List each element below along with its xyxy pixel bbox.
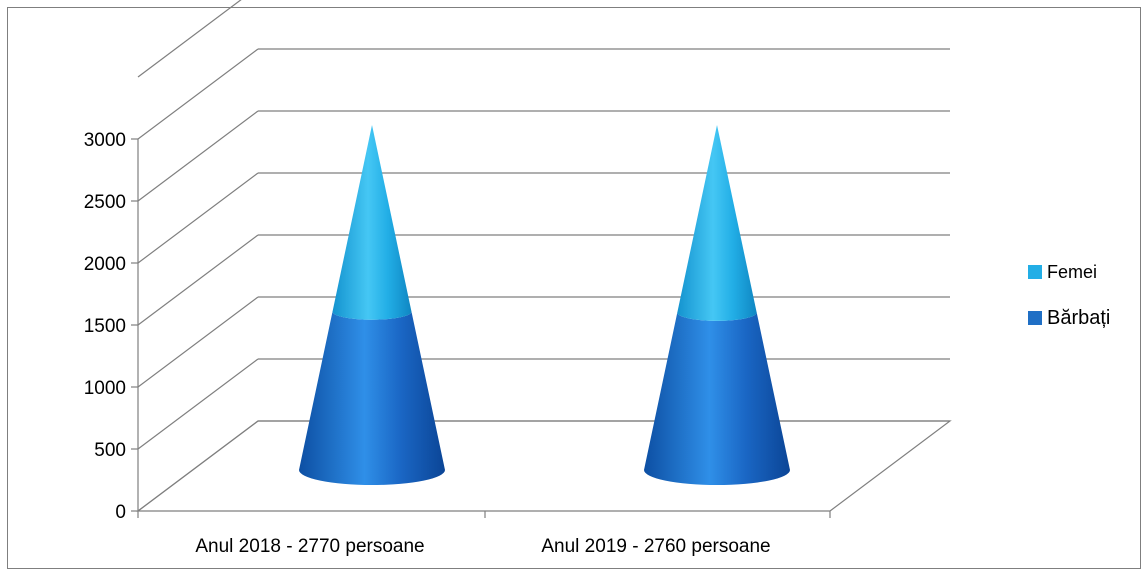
cone-segment-barbati (299, 311, 445, 485)
legend-label: Bărbați (1047, 307, 1110, 329)
category-label: Anul 2018 - 2770 persoane (195, 536, 424, 557)
category-label: Anul 2019 - 2760 persoane (541, 536, 770, 557)
cone-segment-barbati (644, 312, 790, 485)
legend: Femei Bărbați (1028, 262, 1110, 329)
gridline-side (137, 358, 259, 450)
chart-frame (7, 7, 1141, 569)
y-tick-label: 2000 (84, 254, 126, 275)
y-tick-label: 1500 (84, 316, 126, 337)
gridline-side (137, 234, 259, 326)
legend-swatch (1028, 265, 1042, 279)
axes (131, 138, 831, 518)
gridlines (136, 0, 952, 512)
y-tick-label: 0 (115, 502, 126, 523)
y-tick-label: 500 (94, 440, 126, 461)
gridline-side (137, 110, 259, 202)
axis-labels: 0 500 1000 1500 2000 2500 3000 Anul 2018 - 2770… (84, 130, 771, 557)
legend-label: Femei (1047, 262, 1097, 282)
legend-swatch (1028, 311, 1042, 325)
gridline-side (137, 0, 242, 78)
y-tick-label: 2500 (84, 192, 126, 213)
gridline-side (137, 48, 259, 140)
y-tick-label: 3000 (84, 130, 126, 151)
cone-segment-femei (677, 125, 757, 321)
cone-segment-femei (332, 125, 412, 320)
gridline-side (137, 296, 259, 388)
floor-outline (136, 420, 952, 512)
gridline-side (137, 172, 259, 264)
cones (299, 125, 790, 485)
y-tick-label: 1000 (84, 378, 126, 399)
